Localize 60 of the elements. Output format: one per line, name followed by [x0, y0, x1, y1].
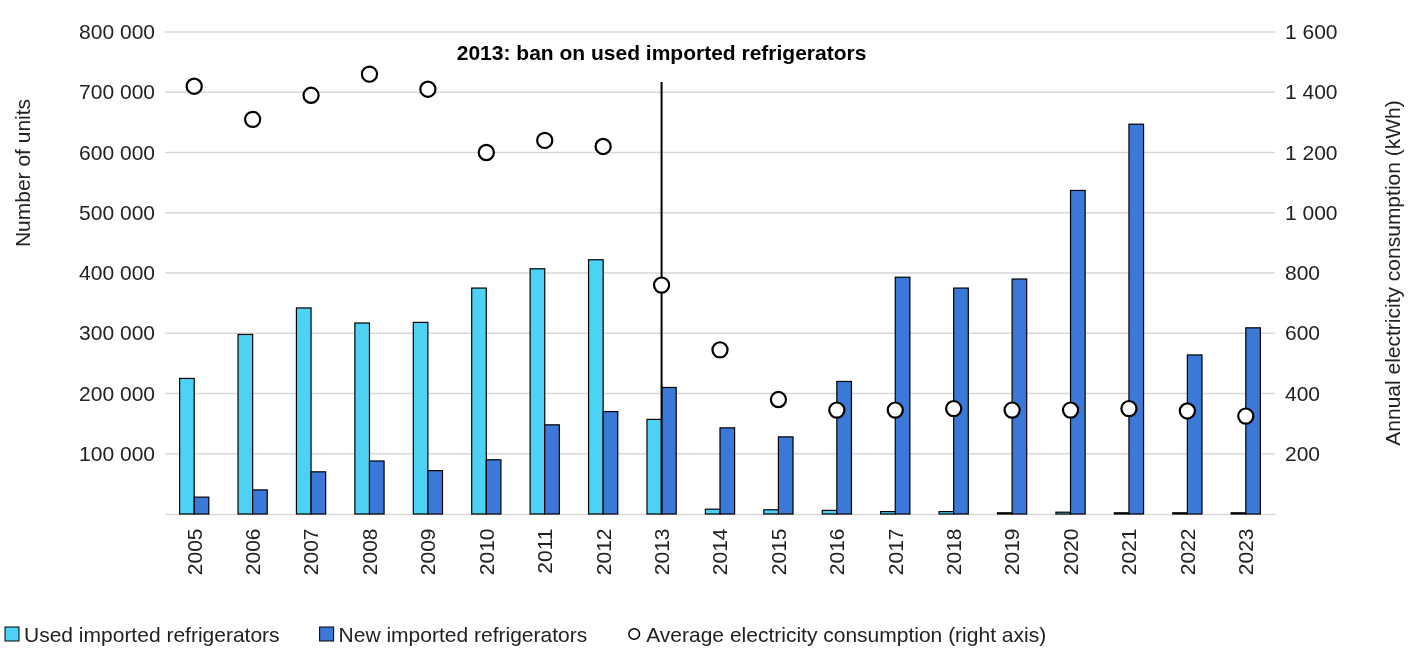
point	[1237, 407, 1255, 425]
y2-tick-label: 1 600	[1285, 20, 1338, 44]
y-tick-label: 200 000	[79, 381, 155, 405]
y-axis-title: Number of units	[11, 98, 34, 248]
point	[477, 143, 495, 162]
point	[828, 401, 846, 419]
x-tick-label: 2018	[942, 528, 966, 576]
x-tick-label: 2022	[1175, 528, 1199, 576]
x-tick-label: 2006	[240, 528, 264, 576]
y2-tick-label: 200	[1285, 441, 1321, 465]
y-tick-label: 700 000	[79, 80, 155, 104]
x-tick-label: 2007	[299, 528, 323, 576]
point	[360, 65, 379, 83]
legend-label: New imported refrigerators	[338, 623, 588, 646]
point	[945, 399, 963, 418]
point	[302, 86, 320, 104]
x-tick-label: 2013	[649, 528, 673, 576]
x-tick-label: 2016	[825, 528, 849, 576]
y2-tick-label: 600	[1285, 321, 1321, 345]
point	[711, 341, 729, 359]
point	[1120, 399, 1138, 418]
point	[886, 401, 904, 419]
point	[419, 80, 437, 98]
point	[1003, 401, 1021, 419]
y-tick-label: 400 000	[79, 261, 155, 285]
y-tick-label: 500 000	[79, 200, 155, 224]
point	[185, 77, 203, 95]
x-tick-label: 2008	[357, 528, 381, 576]
x-tick-label: 2015	[766, 528, 790, 576]
legend-label: Average electricity consumption (right axis)	[646, 623, 1047, 646]
point	[594, 137, 612, 156]
x-tick-label: 2014	[708, 528, 732, 576]
y-tick-label: 100 000	[79, 441, 155, 465]
y2-tick-label: 1 200	[1285, 140, 1338, 164]
ref-line-label: 2013: ban on used imported refrigerators	[456, 41, 867, 64]
point	[536, 131, 554, 150]
x-tick-label: 2012	[591, 528, 615, 576]
x-tick-label: 2023	[1234, 528, 1258, 576]
point	[1178, 402, 1197, 420]
x-tick-label: 2010	[474, 528, 498, 576]
y2-axis-title: Annual electricity consumption (kWh)	[1381, 100, 1404, 446]
y-tick-label: 600 000	[79, 140, 155, 164]
x-tick-label: 2019	[1000, 528, 1024, 576]
point	[652, 276, 671, 294]
y2-tick-label: 800	[1285, 261, 1321, 285]
y2-tick-label: 400	[1285, 381, 1321, 405]
x-tick-label: 2009	[416, 528, 440, 576]
y2-tick-label: 1 000	[1285, 200, 1338, 224]
point	[1061, 401, 1080, 419]
y2-tick-label: 1 400	[1285, 80, 1338, 104]
y-tick-label: 800 000	[79, 20, 155, 44]
x-tick-label: 2011	[533, 528, 557, 574]
legend-label: Used imported refrigerators	[24, 623, 280, 646]
x-tick-label: 2017	[883, 528, 907, 576]
point	[243, 110, 262, 129]
x-tick-label: 2020	[1058, 528, 1082, 576]
y-tick-label: 300 000	[79, 321, 155, 345]
x-tick-label: 2005	[182, 528, 206, 576]
x-tick-label: 2021	[1117, 528, 1141, 576]
point	[769, 390, 788, 409]
